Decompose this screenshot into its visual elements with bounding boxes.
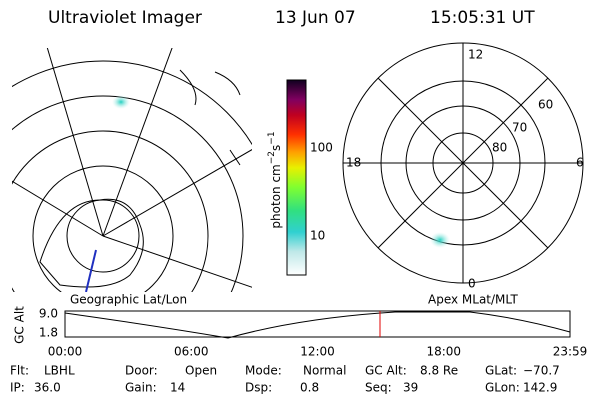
unit-part: s (269, 145, 283, 151)
mlt-label: 18 (346, 156, 361, 170)
field-value: LBHL (44, 364, 75, 378)
y-label: GC Alt (13, 306, 27, 344)
time: 15:05:31 UT (430, 8, 535, 28)
x-tick-label: 12:00 (300, 345, 335, 359)
field-label: GC Alt: (365, 364, 407, 378)
x-tick-label: 00:00 (48, 345, 83, 359)
field-value: −70.7 (523, 364, 560, 378)
field-value: 39 (403, 381, 418, 395)
caption: Apex MLat/MLT (428, 293, 518, 307)
mlt-label: 0 (468, 277, 476, 291)
altitude-curve (64, 311, 571, 339)
lat-label: 70 (512, 121, 527, 135)
title: Ultraviolet Imager (48, 8, 202, 28)
unit-exp: −1 (267, 131, 277, 144)
x-ticks: 00:00 06:00 12:00 18:00 23:59 (48, 345, 588, 359)
polar-map (342, 42, 584, 284)
field-label: GLon: (485, 381, 520, 395)
field-label: Mode: (245, 364, 282, 378)
mlt-label: 12 (468, 48, 483, 62)
field-value: Normal (303, 364, 346, 378)
field-label: Seq: (365, 381, 392, 395)
y-tick-label: 1.8 (39, 326, 58, 340)
colorbar-tick: 100 (310, 141, 333, 155)
field-label: Dsp: (245, 381, 272, 395)
colorbar (286, 79, 307, 276)
lat-label: 80 (492, 141, 507, 155)
x-tick-label: 18:00 (426, 345, 461, 359)
date: 13 Jun 07 (275, 8, 356, 28)
field-label: Door: (125, 364, 158, 378)
field-label: Gain: (125, 381, 157, 395)
lat-label: 60 (538, 98, 553, 112)
colorbar-tick: 10 (310, 229, 325, 243)
field-value: 8.8 Re (420, 364, 458, 378)
field-label: GLat: (485, 364, 517, 378)
y-tick-label: 9.0 (39, 307, 58, 321)
caption: Geographic Lat/Lon (70, 293, 187, 307)
field-value: 142.9 (523, 381, 557, 395)
colorbar-unit: photon cm−2s−1 (267, 131, 283, 228)
footer: Flt: LBHL Door: Open Mode: Normal GC Alt: 8.8 R… (10, 364, 560, 395)
field-value: 14 (170, 381, 185, 395)
field-value: 0.8 (300, 381, 319, 395)
unit-part: photon cm (269, 164, 283, 228)
x-tick-label: 06:00 (174, 345, 209, 359)
x-tick-label: 23:59 (553, 345, 588, 359)
field-value: 36.0 (34, 381, 61, 395)
mlt-label: 6 (576, 156, 584, 170)
unit-exp: −2 (267, 151, 277, 164)
timeline-box (64, 310, 571, 338)
field-label: IP: (10, 381, 25, 395)
geo-map (12, 48, 252, 292)
field-label: Flt: (10, 364, 29, 378)
field-value: Open (185, 364, 217, 378)
